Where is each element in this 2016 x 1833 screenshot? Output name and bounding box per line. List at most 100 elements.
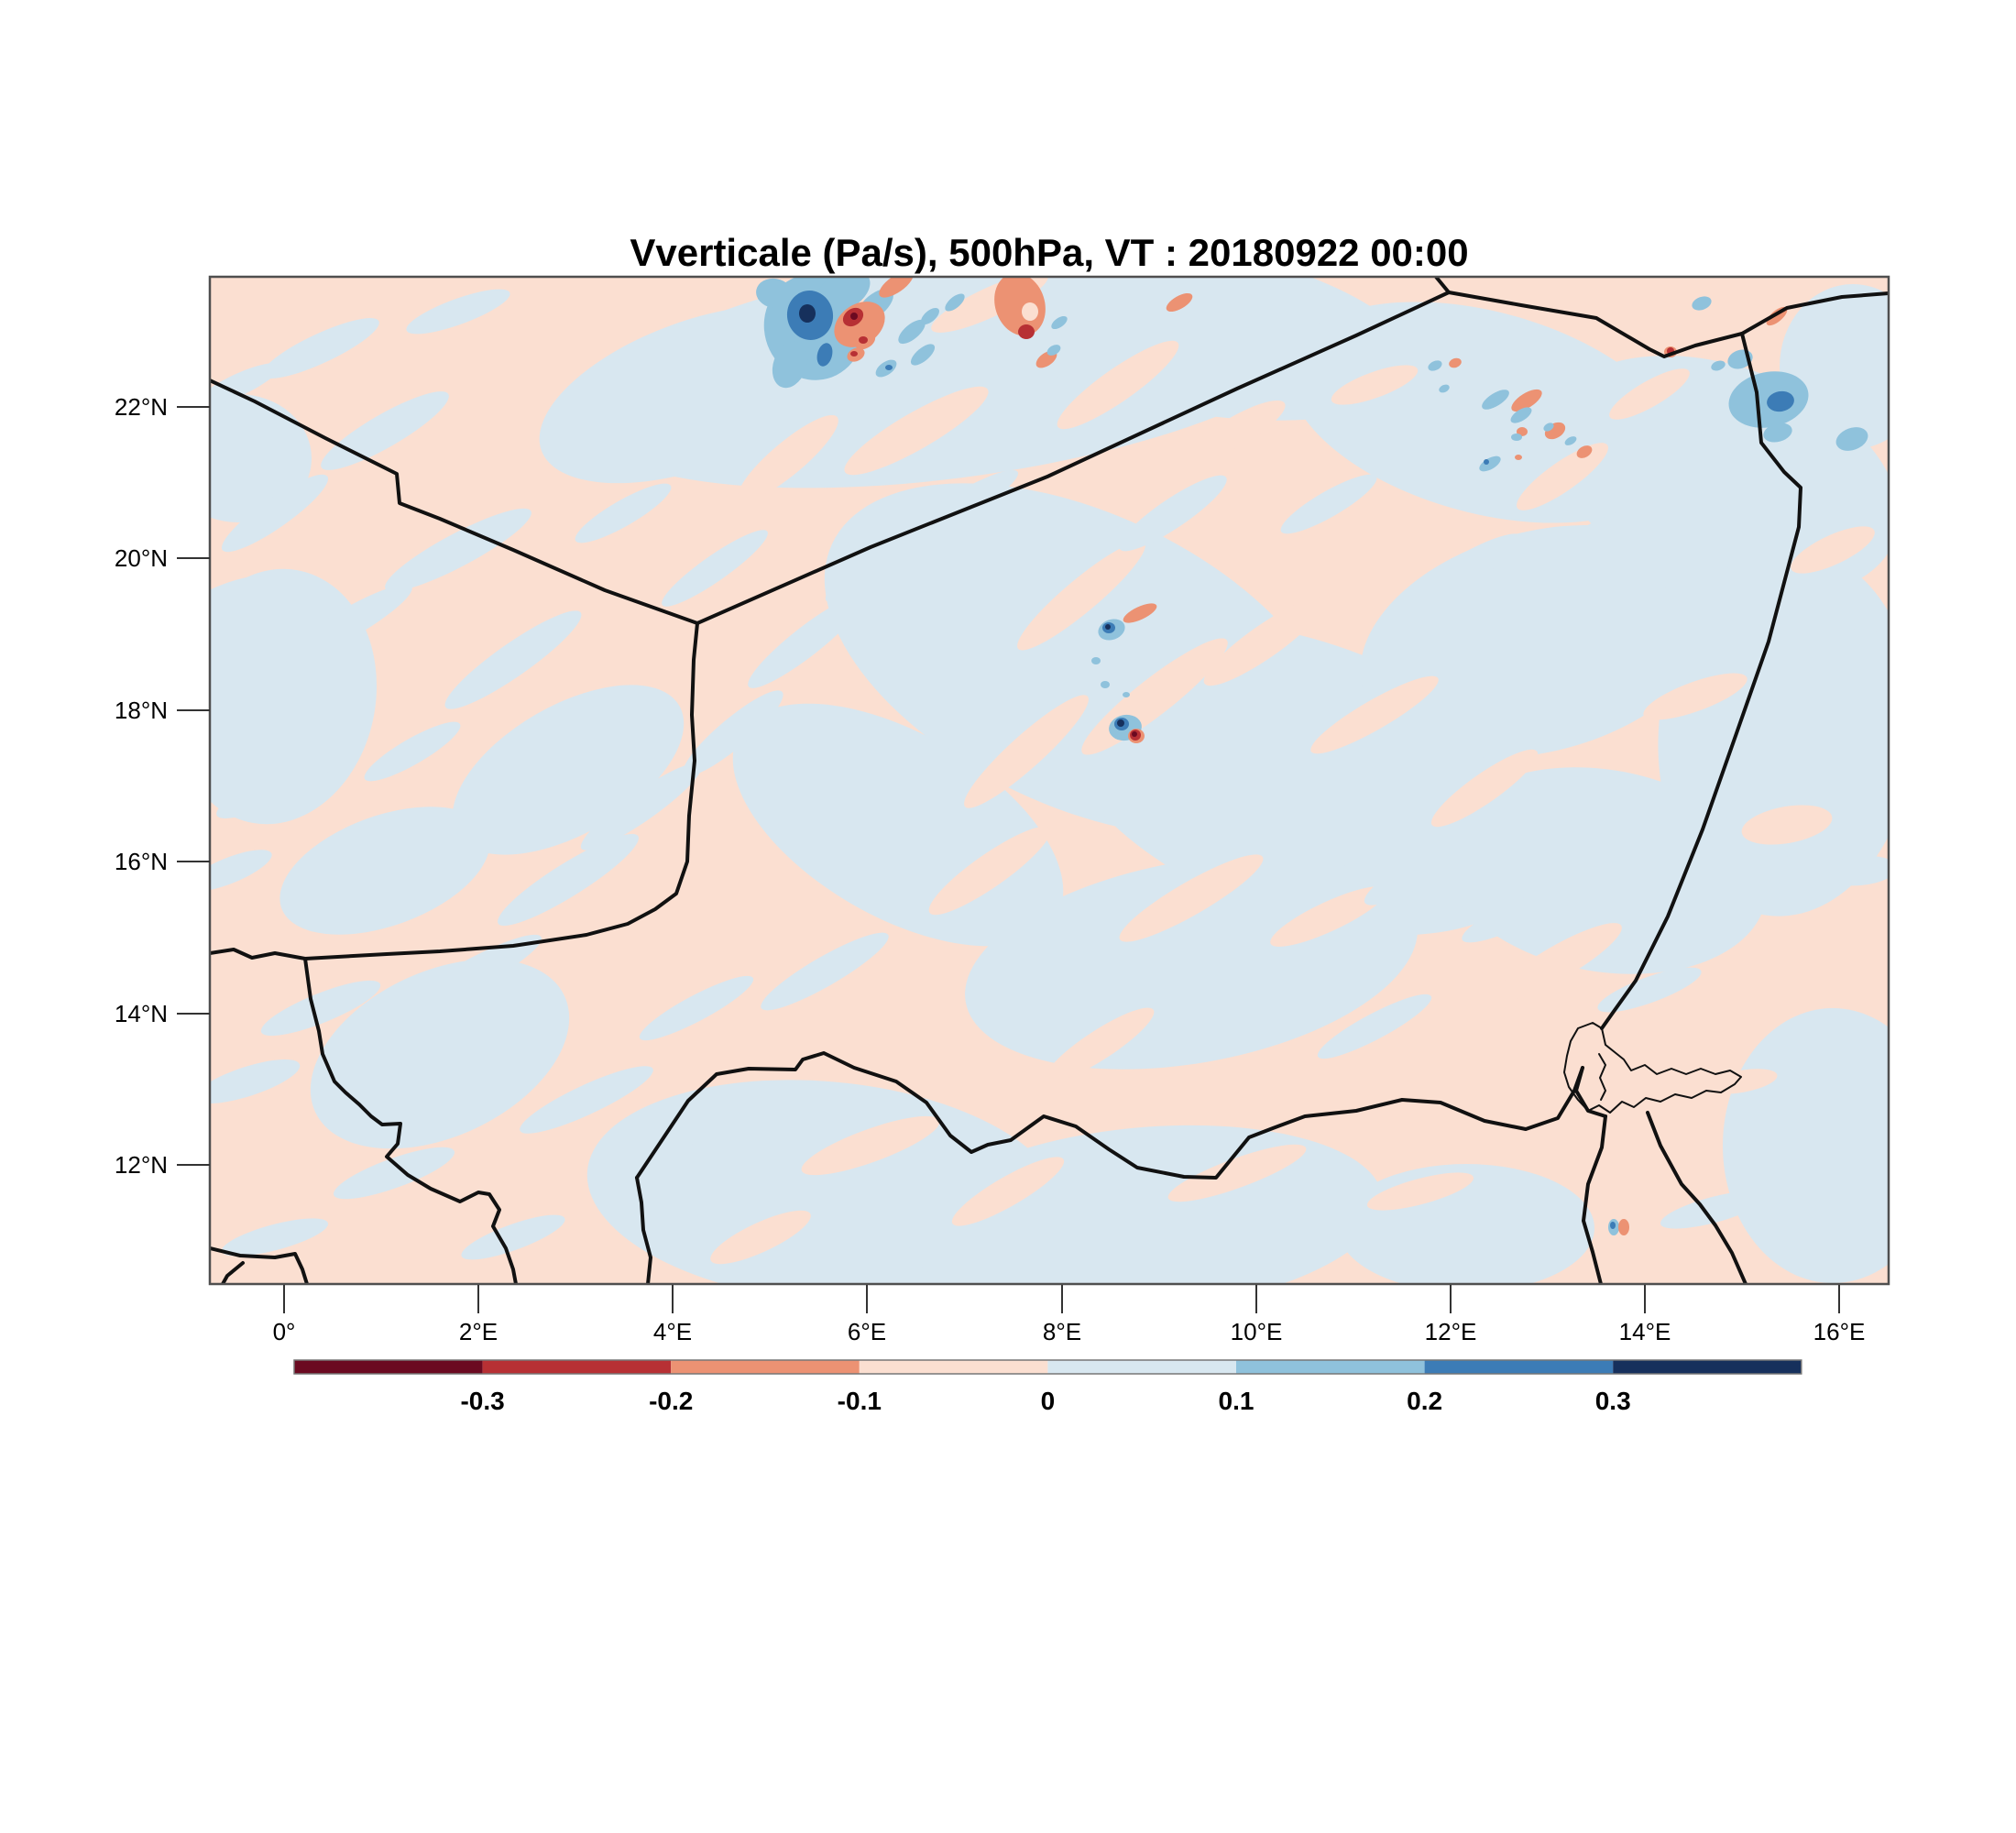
field-blob: [444, 610, 582, 709]
field-blob: [761, 932, 889, 1011]
border-lake-chad-link: [1574, 1066, 1607, 1118]
field-blob: [210, 363, 280, 407]
anomaly-cell: [1091, 657, 1101, 664]
field-blob: [1462, 890, 1562, 943]
field-blob: [1119, 854, 1264, 942]
anomaly-cell: [1576, 445, 1593, 458]
anomaly-cell: [1022, 302, 1038, 321]
anomaly-cell: [1610, 1222, 1616, 1229]
anomaly-cell: [1123, 603, 1157, 623]
field-blob: [1430, 749, 1539, 828]
anomaly-cell: [859, 336, 868, 344]
field-blob: [260, 980, 381, 1037]
border-libya-niger: [1447, 291, 1744, 358]
field-blob: [1017, 541, 1145, 651]
field-blob: [498, 833, 639, 927]
field-blob: [1733, 493, 1841, 533]
border-lake-chad-outline: [1563, 1022, 1742, 1114]
border-burkina-ghana-togo: [210, 1246, 309, 1284]
field-blob: [1364, 836, 1477, 906]
field-blob: [662, 530, 768, 607]
field-blob: [1769, 1038, 1860, 1070]
field-blob: [452, 685, 685, 855]
field-blob: [385, 508, 531, 592]
field-blob: [580, 763, 703, 851]
colorbar-segment: [1236, 1360, 1425, 1374]
colorbar-label: -0.1: [838, 1387, 882, 1415]
field-blob: [284, 584, 412, 663]
x-tick-label: 4°E: [653, 1318, 692, 1345]
y-tick-label: 22°N: [115, 393, 168, 421]
colorbar-label: 0.2: [1407, 1387, 1442, 1415]
y-tick-label: 18°N: [115, 697, 168, 724]
field-blob: [590, 1140, 693, 1188]
border-benin-nigeria: [635, 1176, 652, 1284]
colorbar-label: 0.1: [1219, 1387, 1255, 1415]
y-tick-label: 14°N: [115, 1000, 168, 1027]
field-blob: [406, 289, 510, 335]
anomaly-cell: [816, 343, 833, 367]
field-blob: [1310, 675, 1439, 754]
anomaly-cell: [1101, 681, 1110, 688]
field-blob: [333, 1147, 455, 1200]
field-blob: [262, 318, 379, 379]
field-blob: [1597, 967, 1702, 1013]
anomaly-cell: [1835, 427, 1868, 451]
border-mali-burkina: [210, 948, 307, 960]
field-blob: [216, 758, 334, 818]
colorbar-segment: [1424, 1360, 1614, 1374]
anomaly-cell: [1763, 423, 1792, 443]
field-blob: [1203, 597, 1326, 686]
colorbar-label: 0.3: [1595, 1387, 1631, 1415]
longitude-axis: 0° 2°E 4°E 6°E 8°E 10°E 12°E 14°E 16°E: [273, 1285, 1866, 1345]
anomaly-cell: [816, 277, 871, 313]
field-blob: [575, 483, 672, 543]
anomaly-cell: [1692, 296, 1712, 311]
field-blob: [221, 1218, 329, 1257]
colorbar-label: -0.2: [649, 1387, 693, 1415]
border-lake-chad-inner: [1598, 1053, 1606, 1101]
anomaly-cell: [756, 278, 793, 309]
field-blob: [1797, 1221, 1887, 1254]
anomaly-cell: [1428, 360, 1442, 371]
x-tick-label: 16°E: [1813, 1318, 1866, 1345]
field-blob: [1189, 400, 1286, 462]
field-blob: [279, 807, 490, 935]
anomaly-cell: [772, 341, 808, 389]
x-tick-label: 14°E: [1619, 1318, 1671, 1345]
field-blob: [1704, 1069, 1778, 1094]
map-frame: [208, 275, 1890, 1286]
field-blob: [1660, 1191, 1768, 1229]
colorbar-label: -0.3: [460, 1387, 504, 1415]
field-blob: [1824, 855, 1889, 886]
latitude-axis: 22°N 20°N 18°N 16°N 14°N 12°N: [115, 393, 210, 1179]
anomaly-cell: [1482, 390, 1509, 410]
colorbar-segment: [859, 1360, 1048, 1374]
colorbar-outline: [293, 1359, 1802, 1375]
chart-title: Vverticale (Pa/s), 500hPa, VT : 20180922…: [630, 231, 1468, 274]
anomaly-cell: [1018, 324, 1035, 339]
anomaly-cell: [1439, 384, 1450, 393]
border-algeria-niger: [696, 291, 1451, 625]
x-tick-label: 6°E: [848, 1318, 886, 1345]
field-blob: [748, 595, 865, 688]
field-blob: [520, 1066, 653, 1134]
anomaly-cell: [1132, 731, 1137, 737]
border-burkina-niger-benin: [303, 957, 518, 1284]
anomaly-cell: [1510, 407, 1532, 423]
colorbar-label: 0: [1041, 1387, 1056, 1415]
field-blob: [1643, 673, 1748, 720]
border-togo-benin: [221, 1261, 245, 1284]
anomaly-cell: [1711, 360, 1726, 371]
field-blob: [1553, 505, 1654, 558]
field-blob: [738, 414, 838, 502]
anomaly-cell: [921, 308, 939, 324]
border-libya-chad: [1740, 291, 1889, 335]
field-blob: [1119, 475, 1227, 552]
field-blob: [364, 721, 461, 782]
border-niger-nigeria: [635, 1051, 1584, 1180]
field-blob: [310, 959, 570, 1149]
colorbar: -0.3 -0.2 -0.1 0 0.1 0.2 0.3: [293, 1359, 1802, 1415]
field-blue-streaks: [210, 289, 1889, 1260]
